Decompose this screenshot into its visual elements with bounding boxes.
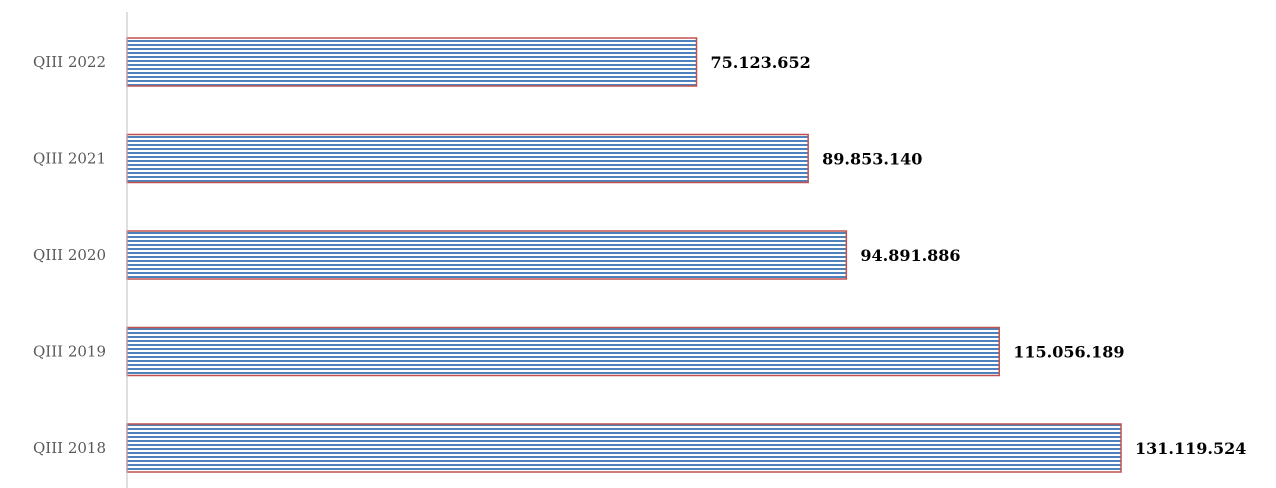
value-label-qiii-2021: 89.853.140 xyxy=(822,150,922,169)
category-label-qiii-2021: QIII 2021 xyxy=(33,150,106,168)
category-label-qiii-2020: QIII 2020 xyxy=(33,246,106,264)
value-label-qiii-2018: 131.119.524 xyxy=(1135,439,1246,458)
bar-qiii-2018 xyxy=(126,423,1122,473)
bar-qiii-2021 xyxy=(126,133,809,184)
bars-layer xyxy=(126,37,1122,473)
category-label-qiii-2019: QIII 2019 xyxy=(33,343,106,361)
category-label-qiii-2022: QIII 2022 xyxy=(33,53,106,71)
value-label-qiii-2022: 75.123.652 xyxy=(711,53,811,72)
value-label-qiii-2019: 115.056.189 xyxy=(1013,343,1124,362)
bar-qiii-2019 xyxy=(126,326,1000,377)
bar-qiii-2022 xyxy=(126,37,698,87)
category-label-qiii-2018: QIII 2018 xyxy=(33,439,106,457)
bar-qiii-2020 xyxy=(126,230,848,280)
value-label-qiii-2020: 94.891.886 xyxy=(860,246,960,265)
value-labels: 131.119.524 115.056.189 94.891.886 89.853.1… xyxy=(711,53,1247,458)
category-labels: QIII 2018 QIII 2019 QIII 2020 QIII 2021 QIII… xyxy=(33,53,106,457)
